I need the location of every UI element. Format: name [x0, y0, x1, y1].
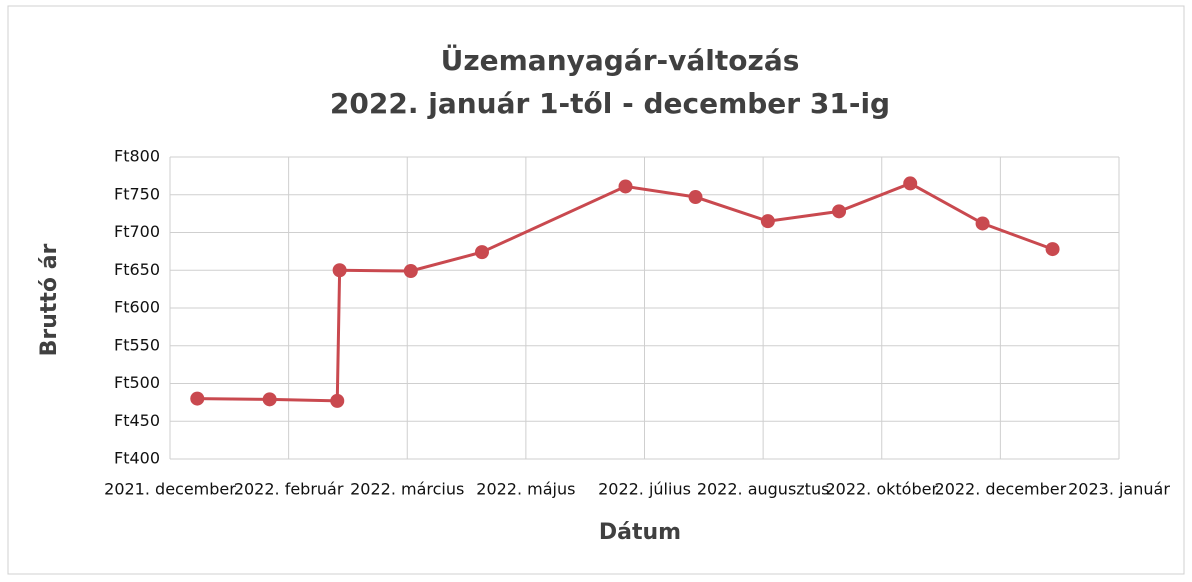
marker — [975, 216, 990, 231]
marker — [832, 204, 847, 219]
marker — [190, 391, 205, 406]
y-tick-label: Ft600 — [114, 298, 160, 317]
marker — [760, 214, 775, 229]
x-axis-label: Dátum — [599, 520, 681, 545]
marker — [332, 263, 347, 278]
y-tick-label: Ft500 — [114, 373, 160, 392]
chart-title: Üzemanyagár-változás — [441, 43, 800, 77]
marker — [688, 190, 703, 205]
y-tick-label: Ft550 — [114, 335, 160, 354]
y-tick-label: Ft400 — [114, 449, 160, 468]
x-tick-label: 2021. december — [104, 480, 236, 499]
x-tick-label: 2022. március — [350, 480, 464, 499]
y-tick-label: Ft750 — [114, 184, 160, 203]
x-tick-label: 2022. február — [234, 480, 344, 499]
x-tick-label: 2022. május — [476, 480, 575, 499]
x-tick-label: 2022. október — [825, 480, 938, 499]
x-tick-label: 2022. december — [935, 480, 1067, 499]
marker — [1045, 242, 1060, 257]
marker — [262, 392, 277, 407]
y-tick-label: Ft800 — [114, 147, 160, 166]
y-tick-label: Ft450 — [114, 411, 160, 430]
x-tick-label: 2022. július — [598, 480, 691, 499]
marker — [618, 179, 633, 194]
y-axis-label: Bruttó ár — [37, 243, 62, 356]
marker — [474, 245, 489, 260]
marker — [330, 393, 345, 408]
y-tick-label: Ft700 — [114, 222, 160, 241]
marker — [903, 176, 918, 191]
x-tick-label: 2022. augusztus — [697, 480, 830, 499]
marker — [403, 264, 418, 279]
x-tick-label: 2023. január — [1068, 480, 1170, 499]
y-tick-label: Ft650 — [114, 260, 160, 279]
chart-border — [7, 5, 1185, 575]
chart-subtitle: 2022. január 1-től - december 31-ig — [330, 87, 890, 120]
